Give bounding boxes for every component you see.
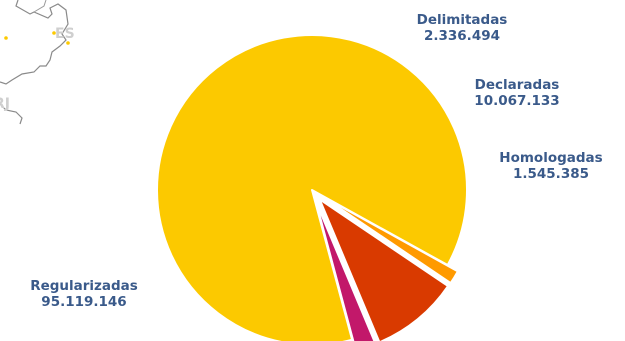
- slice-label-name: Delimitadas: [416, 12, 508, 28]
- slice-label-value: 10.067.133: [474, 93, 560, 109]
- slice-label-name: Declaradas: [474, 77, 560, 93]
- state-border-rj: [0, 103, 23, 125]
- slice-label-declaradas: Declaradas 10.067.133: [462, 77, 572, 109]
- pie-slice-delimitadas: [314, 200, 376, 341]
- slice-label-homologadas: Homologadas 1.545.385: [497, 150, 605, 182]
- slice-label-name: Regularizadas: [30, 278, 138, 294]
- map-dot: [66, 41, 70, 45]
- map-dot: [52, 31, 56, 35]
- slice-label-value: 1.545.385: [512, 166, 589, 182]
- state-border-inner: [33, 0, 47, 13]
- map-dot: [4, 36, 8, 40]
- state-border-es: [0, 0, 69, 85]
- slice-label-delimitadas: Delimitadas 2.336.494: [412, 12, 512, 44]
- pie-slice-declaradas: [318, 198, 450, 341]
- map-label-rj: RJ: [0, 96, 10, 112]
- slice-label-name: Homologadas: [499, 150, 603, 166]
- pie-slice-regularizadas: [156, 34, 468, 341]
- slice-label-value: 95.119.146: [41, 294, 127, 310]
- map-label-es: ES: [55, 26, 75, 42]
- pie-slice-homologadas: [321, 195, 459, 285]
- slice-label-value: 2.336.494: [423, 28, 500, 44]
- slice-label-regularizadas: Regularizadas 95.119.146: [14, 278, 154, 310]
